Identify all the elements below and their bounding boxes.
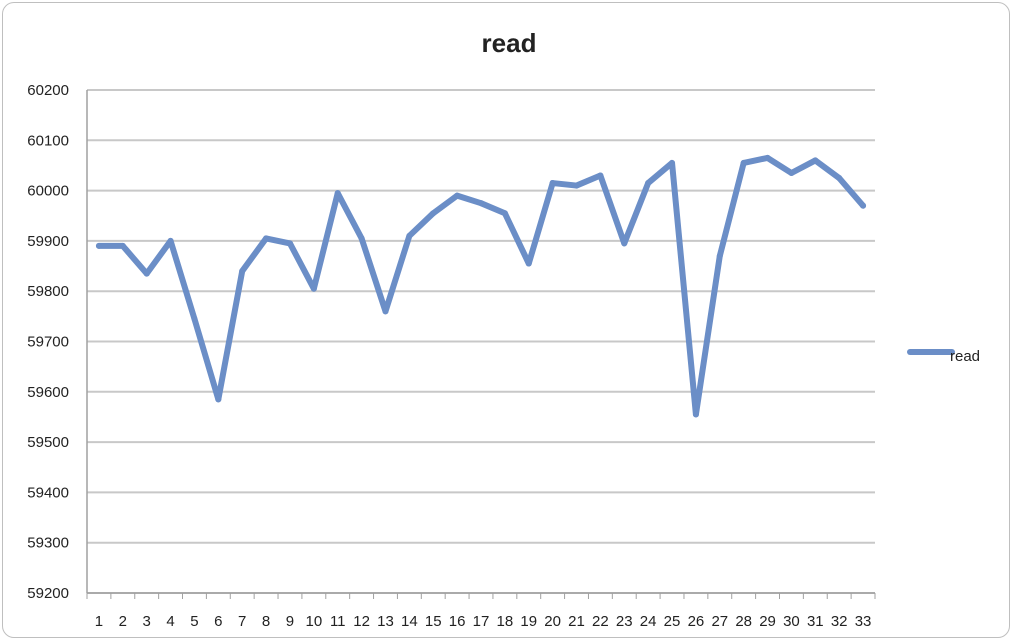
x-tick-label: 31 bbox=[807, 613, 824, 630]
x-tick-label: 8 bbox=[262, 613, 270, 630]
data-point bbox=[525, 260, 532, 267]
data-point bbox=[812, 157, 819, 164]
x-tick-label: 22 bbox=[592, 613, 609, 630]
data-point bbox=[215, 396, 222, 403]
x-tick-label: 19 bbox=[520, 613, 537, 630]
x-tick-label: 17 bbox=[473, 613, 490, 630]
x-tick-label: 11 bbox=[330, 613, 346, 630]
x-tick-label: 1 bbox=[95, 613, 103, 630]
data-point bbox=[358, 235, 365, 242]
y-tick-labels: 59200 59300 59400 59500 59600 59700 59800 59900… bbox=[27, 82, 69, 602]
x-tick-label: 7 bbox=[238, 613, 246, 630]
data-point bbox=[286, 240, 293, 247]
y-tick-label: 59200 bbox=[27, 585, 69, 602]
data-point bbox=[167, 237, 174, 244]
data-point bbox=[119, 242, 126, 249]
x-tick-labels: 1 2 3 4 5 6 7 8 9 10 11 12 13 14 15 16 17 18 19 20 21 22 23 24 2… bbox=[95, 613, 872, 630]
x-tick-label: 29 bbox=[759, 613, 776, 630]
x-tick-label: 21 bbox=[568, 613, 585, 630]
data-point bbox=[382, 308, 389, 315]
x-tick-label: 6 bbox=[214, 613, 222, 630]
axes bbox=[86, 90, 876, 599]
gridlines bbox=[87, 89, 875, 594]
x-tick-label: 30 bbox=[783, 613, 800, 630]
series-layer bbox=[95, 154, 867, 418]
x-tick-label: 16 bbox=[449, 613, 466, 630]
data-point bbox=[692, 411, 699, 418]
data-point bbox=[430, 210, 437, 217]
data-point bbox=[836, 175, 843, 182]
x-tick-label: 13 bbox=[377, 613, 394, 630]
y-tick-label: 60200 bbox=[27, 82, 69, 99]
x-tick-label: 28 bbox=[735, 613, 752, 630]
data-point bbox=[95, 242, 102, 249]
data-point bbox=[478, 200, 484, 207]
x-tick-label: 3 bbox=[143, 613, 151, 630]
x-tick-label: 33 bbox=[855, 613, 872, 630]
x-tick-label: 4 bbox=[166, 613, 174, 630]
y-tick-label: 59400 bbox=[27, 484, 69, 501]
data-point bbox=[501, 210, 508, 217]
data-point bbox=[191, 315, 198, 322]
legend: read bbox=[907, 348, 980, 365]
x-tick-label: 15 bbox=[425, 613, 442, 630]
y-tick-label: 60000 bbox=[27, 183, 69, 200]
y-tick-label: 59900 bbox=[27, 233, 69, 250]
x-tick-label: 10 bbox=[306, 613, 323, 630]
data-point bbox=[239, 268, 246, 275]
data-point bbox=[597, 172, 604, 179]
data-point bbox=[334, 190, 341, 197]
data-point bbox=[454, 192, 461, 199]
data-point bbox=[764, 154, 771, 161]
data-point bbox=[788, 169, 795, 176]
y-tick-label: 59800 bbox=[27, 283, 69, 300]
data-point bbox=[740, 159, 747, 166]
data-point bbox=[573, 182, 580, 189]
data-point bbox=[310, 285, 317, 292]
x-tick-label: 9 bbox=[286, 613, 294, 630]
data-point bbox=[143, 270, 150, 277]
data-point bbox=[621, 240, 628, 247]
x-tick-label: 2 bbox=[119, 613, 127, 630]
data-point bbox=[263, 235, 270, 242]
x-tick-label: 26 bbox=[688, 613, 705, 630]
x-tick-label: 14 bbox=[401, 613, 418, 630]
data-point bbox=[716, 252, 723, 259]
legend-label-read: read bbox=[950, 348, 980, 365]
data-point bbox=[549, 180, 556, 187]
y-tick-label: 59700 bbox=[27, 334, 69, 351]
data-point bbox=[669, 159, 676, 166]
x-tick-label: 27 bbox=[711, 613, 728, 630]
x-tick-label: 12 bbox=[353, 613, 370, 630]
x-tick-label: 25 bbox=[664, 613, 681, 630]
x-tick-label: 20 bbox=[544, 613, 561, 630]
y-tick-label: 59600 bbox=[27, 384, 69, 401]
series-line-read bbox=[95, 154, 867, 418]
y-tick-label: 59500 bbox=[27, 434, 69, 451]
y-tick-label: 60100 bbox=[27, 132, 69, 149]
chart-title: read bbox=[482, 28, 537, 58]
y-tick-label: 59300 bbox=[27, 535, 69, 552]
x-tick-label: 5 bbox=[190, 613, 198, 630]
x-tick-label: 18 bbox=[497, 613, 514, 630]
data-point bbox=[645, 180, 652, 187]
data-point bbox=[860, 202, 867, 209]
data-point bbox=[406, 232, 413, 239]
x-tick-label: 24 bbox=[640, 613, 657, 630]
x-tick-label: 32 bbox=[831, 613, 848, 630]
x-tick-label: 23 bbox=[616, 613, 633, 630]
